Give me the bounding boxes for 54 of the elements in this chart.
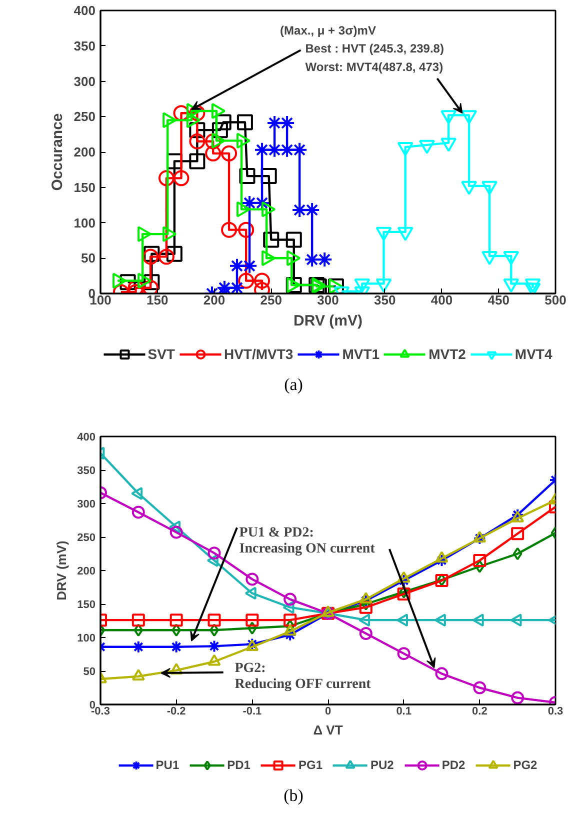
- annotation: Reducing OFF current: [234, 676, 372, 692]
- annotation: Increasing ON current: [239, 542, 376, 557]
- x-tick-label: 300: [317, 292, 339, 308]
- y-axis-title: DRV (mV): [54, 540, 70, 600]
- x-tick-label: 450: [488, 292, 510, 308]
- annotation: Best : HVT (245.3, 239.8): [305, 42, 444, 56]
- y-tick-label: 200: [77, 566, 96, 578]
- x-tick-label: 0.1: [396, 706, 412, 718]
- x-tick-label: 0.2: [472, 706, 488, 718]
- y-tick-label: 100: [77, 632, 96, 644]
- x-tick-label: 200: [203, 292, 226, 308]
- annotation: PG2:: [234, 660, 266, 676]
- y-tick-label: 150: [77, 599, 96, 611]
- y-tick-label: 400: [77, 432, 96, 444]
- x-tick-label: -0.2: [166, 706, 186, 718]
- y-axis-title: Occurance: [48, 113, 66, 191]
- y-tick-label: 100: [74, 215, 96, 230]
- y-tick-label: 250: [77, 532, 96, 544]
- legend-label: PD2: [442, 758, 466, 772]
- y-tick-label: 150: [74, 180, 96, 195]
- legend-label: PU2: [370, 758, 394, 772]
- x-tick-label: 250: [260, 292, 282, 308]
- y-tick-label: 50: [81, 250, 96, 266]
- legend-label: PU1: [156, 758, 180, 772]
- x-tick-label: 150: [146, 292, 168, 308]
- x-tick-label: 500: [544, 292, 566, 308]
- y-tick-label: 250: [74, 109, 96, 124]
- text: (a): [284, 374, 303, 396]
- x-axis-title: DRV (mV): [294, 312, 362, 330]
- x-tick-label: 0: [324, 706, 332, 718]
- legend-label: MVT2: [428, 346, 466, 362]
- legend-label: PG1: [298, 758, 322, 772]
- x-tick-label: -0.1: [242, 706, 262, 718]
- legend-label: PD1: [227, 758, 250, 772]
- y-tick-label: 350: [74, 38, 96, 54]
- y-tick-label: 300: [77, 498, 96, 510]
- annotation: Worst: MVT4(487.8, 473): [305, 60, 444, 74]
- legend-label: PG2: [513, 758, 538, 772]
- x-tick-label: 350: [374, 292, 396, 308]
- y-tick-label: 350: [77, 465, 96, 477]
- legend-label: MVT4: [514, 346, 552, 362]
- legend-label: SVT: [148, 346, 175, 362]
- y-tick-label: 200: [74, 144, 96, 160]
- legend-label: HVT/MVT3: [224, 346, 294, 362]
- y-tick-label: 400: [74, 3, 96, 18]
- x-tick-label: 0.3: [548, 706, 564, 718]
- text: (b): [284, 785, 304, 807]
- annotation: PU1 & PD2:: [239, 525, 314, 540]
- annotation: (Max., μ + 3σ)mV: [280, 23, 376, 38]
- legend-label: MVT1: [342, 346, 380, 362]
- y-tick-label: 300: [74, 74, 96, 89]
- x-axis-title: Δ VT: [313, 722, 343, 738]
- y-tick-label: 50: [83, 666, 96, 678]
- x-tick-label: 400: [430, 292, 453, 308]
